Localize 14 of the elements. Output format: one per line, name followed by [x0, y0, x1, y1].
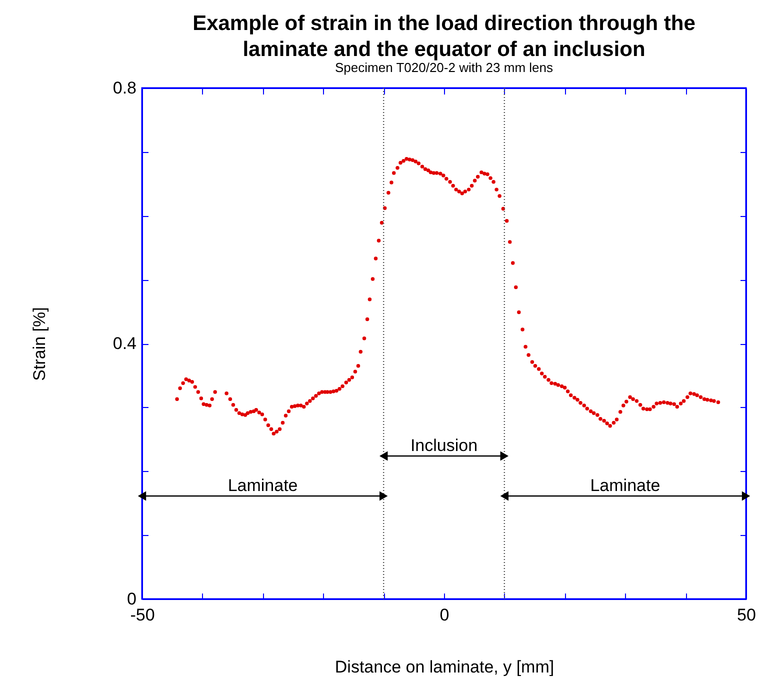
x-tick-label: 0: [440, 606, 450, 624]
text: Example of strain in the load direction through the: [192, 12, 696, 35]
chart-subtitle: Specimen T020/20-2 with 23 mm lens: [335, 60, 554, 75]
x-tick-label: 50: [737, 606, 756, 624]
annotation: Inclusion: [410, 436, 478, 455]
annotation: Laminate: [228, 476, 298, 495]
text: laminate and the equator of an inclusion: [242, 38, 646, 61]
x-axis-title: Distance on laminate, y [mm]: [334, 658, 554, 676]
annotation: Laminate: [590, 476, 660, 495]
y-tick-label: 0.8: [112, 78, 136, 98]
y-tick-label: 0.4: [112, 334, 136, 353]
y-tick-label: 0: [127, 590, 136, 608]
y-axis-title: Strain [%]: [30, 307, 49, 381]
x-tick-label: -50: [130, 606, 155, 624]
